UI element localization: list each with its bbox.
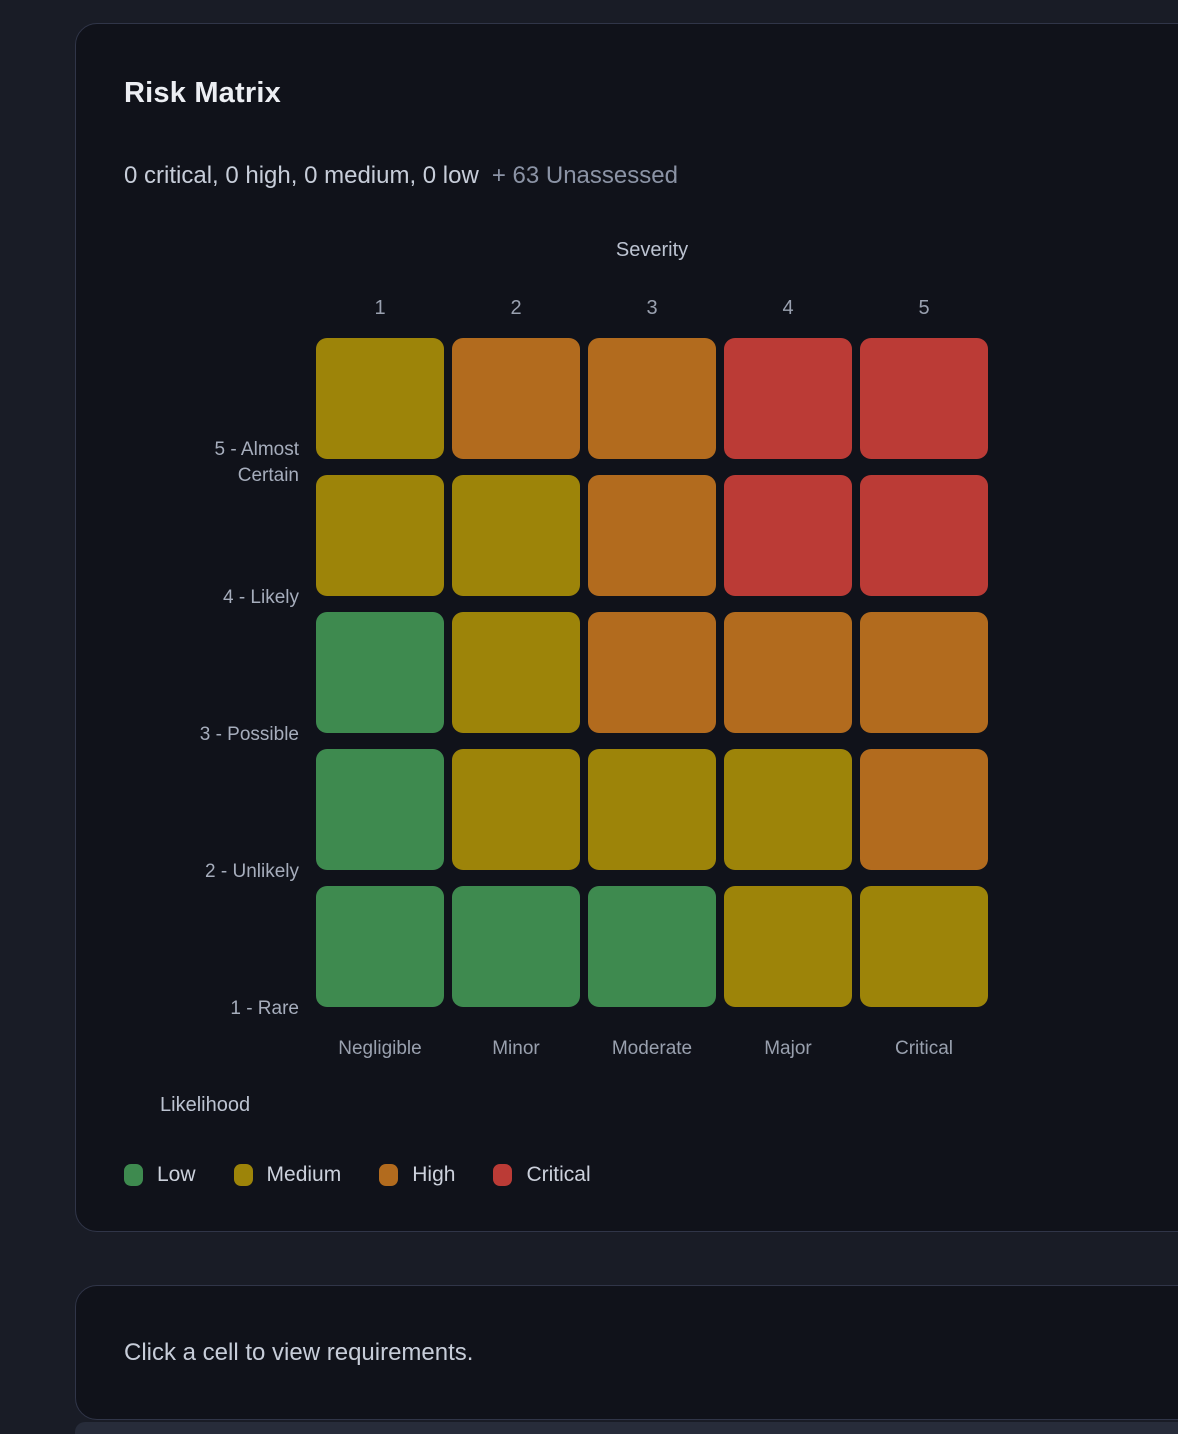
risk-summary: 0 critical, 0 high, 0 medium, 0 low + 63 …	[124, 162, 1178, 190]
cell-details-placeholder: Click a cell to view requirements.	[124, 1338, 474, 1366]
legend-swatch-high	[379, 1164, 399, 1186]
severity-name-negligible: Negligible	[338, 1038, 422, 1059]
matrix-cell[interactable]	[316, 475, 444, 596]
matrix-cell[interactable]	[860, 749, 988, 870]
severity-tick-4: 4	[782, 297, 794, 319]
cell-details-card: Click a cell to view requirements.	[75, 1285, 1178, 1420]
legend-label-critical: Critical	[526, 1163, 591, 1186]
likelihood-label-3: 3 - Possible	[199, 724, 299, 746]
matrix-cell[interactable]	[588, 338, 716, 459]
matrix-cell[interactable]	[452, 475, 580, 596]
next-card-top-edge	[75, 1422, 1178, 1434]
matrix-cell[interactable]	[724, 338, 852, 459]
matrix-cell[interactable]	[316, 612, 444, 733]
legend-label-high: High	[412, 1163, 456, 1186]
matrix-cell[interactable]	[452, 338, 580, 459]
matrix-cell[interactable]	[588, 612, 716, 733]
legend-item-medium: Medium	[233, 1163, 342, 1187]
unassessed-count: + 63 Unassessed	[491, 162, 678, 189]
matrix-cell[interactable]	[860, 886, 988, 1007]
page-title: Risk Matrix	[124, 77, 281, 109]
legend-item-critical: Critical	[493, 1163, 591, 1187]
risk-counts: 0 critical, 0 high, 0 medium, 0 low	[124, 162, 479, 189]
severity-name-minor: Minor	[492, 1038, 540, 1059]
severity-tick-3: 3	[646, 297, 658, 319]
likelihood-axis-title: Likelihood	[160, 1094, 251, 1116]
matrix-cell[interactable]	[316, 338, 444, 459]
matrix-cell[interactable]	[452, 886, 580, 1007]
matrix-cell[interactable]	[724, 475, 852, 596]
risk-legend: Low Medium High Critical	[124, 1163, 1178, 1187]
matrix-cell[interactable]	[860, 338, 988, 459]
legend-swatch-low	[124, 1164, 143, 1186]
severity-name-major: Major	[764, 1038, 812, 1059]
matrix-cell[interactable]	[588, 749, 716, 870]
matrix-cell[interactable]	[724, 749, 852, 870]
severity-tick-1: 1	[374, 297, 386, 319]
legend-swatch-medium	[233, 1164, 253, 1186]
matrix-cell[interactable]	[316, 749, 444, 870]
severity-tick-2: 2	[510, 297, 522, 319]
likelihood-label-2: 2 - Unlikely	[205, 861, 299, 883]
matrix-cell[interactable]	[860, 475, 988, 596]
severity-axis-title: Severity	[615, 239, 689, 261]
legend-label-low: Low	[157, 1163, 196, 1186]
matrix-cell[interactable]	[316, 886, 444, 1007]
likelihood-label-5: 5 - Almost Certain	[214, 439, 299, 487]
matrix-cell[interactable]	[588, 886, 716, 1007]
matrix-cell[interactable]	[588, 475, 716, 596]
spacer	[124, 1037, 308, 1061]
severity-tick-5: 5	[918, 297, 930, 319]
severity-name-critical: Critical	[894, 1038, 954, 1059]
severity-axis-title-row: Severity	[124, 238, 1178, 262]
risk-matrix-grid: 5 - Almost Certain 4 - Likely 3 - Possible…	[124, 338, 1178, 1019]
severity-name-moderate: Moderate	[611, 1038, 693, 1059]
risk-matrix-card: Risk Matrix 0 critical, 0 high, 0 medium…	[75, 23, 1178, 1232]
legend-label-medium: Medium	[266, 1163, 342, 1186]
matrix-cell[interactable]	[452, 612, 580, 733]
likelihood-label-4: 4 - Likely	[222, 587, 299, 609]
severity-tick-names: Negligible Minor Moderate Major Critical	[124, 1037, 1178, 1061]
matrix-cell[interactable]	[724, 886, 852, 1007]
matrix-cell[interactable]	[452, 749, 580, 870]
legend-swatch-critical	[493, 1164, 513, 1186]
severity-tick-numbers: 1 2 3 4 5	[124, 296, 1178, 320]
spacer	[124, 296, 308, 320]
legend-item-high: High	[379, 1163, 455, 1187]
matrix-cell[interactable]	[860, 612, 988, 733]
likelihood-label-1: 1 - Rare	[230, 998, 299, 1020]
matrix-cell[interactable]	[724, 612, 852, 733]
legend-item-low: Low	[124, 1163, 196, 1187]
